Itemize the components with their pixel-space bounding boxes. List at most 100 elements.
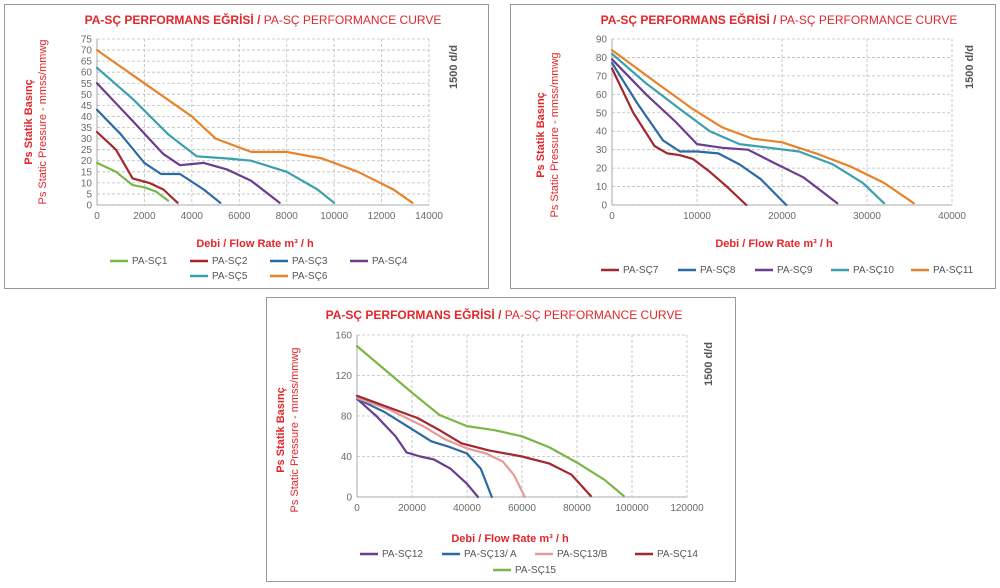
y-tick-label: 50 bbox=[81, 90, 93, 101]
speed-label: 1500 d/d bbox=[964, 45, 976, 89]
y-tick-label: 90 bbox=[596, 35, 608, 46]
y-axis-label: Ps Static Pressure - mmss/mmwg bbox=[549, 52, 561, 217]
series-line-2 bbox=[95, 130, 179, 204]
legend-label: PA-SÇ13/ A bbox=[464, 549, 517, 560]
y-tick-label: 40 bbox=[81, 112, 93, 123]
y-tick-label: 75 bbox=[81, 35, 93, 46]
series-line-5 bbox=[355, 345, 625, 498]
y-tick-label: 25 bbox=[81, 145, 93, 156]
series-line-3 bbox=[95, 108, 222, 204]
y-tick-label: 65 bbox=[81, 57, 93, 68]
x-tick-label: 40000 bbox=[938, 211, 966, 222]
chart-title: PA-SÇ PERFORMANS EĞRİSİ / PA-SÇ PERFORMA… bbox=[326, 307, 683, 322]
y-tick-label: 160 bbox=[335, 331, 352, 342]
y-tick-label: 30 bbox=[81, 134, 93, 145]
x-axis-label: Debi / Flow Rate m³ / h bbox=[451, 533, 569, 545]
y-tick-label: 30 bbox=[596, 145, 608, 156]
y-tick-label: 40 bbox=[596, 127, 608, 138]
y-tick-label: 0 bbox=[346, 493, 352, 504]
y-axis-label: Ps Static Pressure - mmss/mmwg bbox=[37, 39, 49, 204]
y-tick-label: 50 bbox=[596, 108, 608, 119]
legend-label: PA-SÇ11 bbox=[933, 265, 974, 276]
x-tick-label: 10000 bbox=[320, 211, 348, 222]
x-tick-label: 4000 bbox=[181, 211, 204, 222]
legend-label: PA-SÇ3 bbox=[292, 256, 328, 267]
chart-title-bold: PA-SÇ PERFORMANS EĞRİSİ / bbox=[326, 307, 505, 322]
chart-title-bold: PA-SÇ PERFORMANS EĞRİSİ / bbox=[601, 12, 780, 27]
series-line-5 bbox=[610, 49, 915, 205]
legend-label: PA-SÇ8 bbox=[700, 265, 736, 276]
series-line-1 bbox=[95, 161, 170, 202]
y-tick-label: 0 bbox=[601, 201, 607, 212]
y-axis-label-bold: Ps Statik Basınç bbox=[23, 79, 35, 165]
legend-label: PA-SÇ6 bbox=[292, 271, 328, 282]
speed-label: 1500 d/d bbox=[448, 45, 460, 89]
series-line-3 bbox=[355, 396, 526, 499]
y-tick-label: 80 bbox=[596, 53, 608, 64]
x-tick-label: 30000 bbox=[853, 211, 881, 222]
legend-label: PA-SÇ1 bbox=[132, 256, 168, 267]
y-tick-label: 5 bbox=[86, 189, 92, 200]
chart-title-bold: PA-SÇ PERFORMANS EĞRİSİ / bbox=[85, 12, 264, 27]
x-tick-label: 20000 bbox=[398, 503, 426, 514]
legend-label: PA-SÇ9 bbox=[777, 265, 813, 276]
y-tick-label: 10 bbox=[81, 178, 93, 189]
y-tick-label: 60 bbox=[81, 68, 93, 79]
x-tick-label: 120000 bbox=[670, 503, 704, 514]
legend-label: PA-SÇ10 bbox=[853, 265, 894, 276]
x-tick-label: 6000 bbox=[228, 211, 251, 222]
x-tick-label: 14000 bbox=[415, 211, 443, 222]
speed-label: 1500 d/d bbox=[703, 342, 715, 386]
legend-label: PA-SÇ12 bbox=[382, 549, 423, 560]
legend-label: PA-SÇ15 bbox=[515, 565, 556, 576]
y-tick-label: 20 bbox=[81, 156, 93, 167]
series-line-6 bbox=[95, 49, 414, 204]
chart-panel-2: PA-SÇ PERFORMANS EĞRİSİ / PA-SÇ PERFORMA… bbox=[510, 4, 996, 289]
y-tick-label: 0 bbox=[86, 201, 92, 212]
y-tick-label: 120 bbox=[335, 371, 352, 382]
y-axis-label-bold: Ps Statik Basınç bbox=[535, 92, 547, 178]
chart-panel-3: PA-SÇ PERFORMANS EĞRİSİ / PA-SÇ PERFORMA… bbox=[266, 297, 736, 582]
y-tick-label: 45 bbox=[81, 101, 93, 112]
series-line-2 bbox=[610, 61, 788, 207]
legend-label: PA-SÇ13/B bbox=[557, 549, 608, 560]
series-line-4 bbox=[95, 82, 281, 204]
series-line-4 bbox=[355, 394, 592, 498]
y-tick-label: 55 bbox=[81, 79, 93, 90]
y-tick-label: 40 bbox=[341, 452, 353, 463]
x-tick-label: 40000 bbox=[453, 503, 481, 514]
x-tick-label: 12000 bbox=[368, 211, 396, 222]
x-tick-label: 0 bbox=[609, 211, 615, 222]
legend-label: PA-SÇ2 bbox=[212, 256, 248, 267]
series-line-4 bbox=[610, 52, 886, 205]
chart-panel-1: PA-SÇ PERFORMANS EĞRİSİ / PA-SÇ PERFORMA… bbox=[4, 4, 489, 289]
legend-label: PA-SÇ7 bbox=[623, 265, 659, 276]
y-tick-label: 10 bbox=[596, 182, 608, 193]
x-axis-label: Debi / Flow Rate m³ / h bbox=[715, 238, 833, 250]
x-tick-label: 80000 bbox=[563, 503, 591, 514]
x-tick-label: 20000 bbox=[768, 211, 796, 222]
y-axis-label-bold: Ps Statik Basınç bbox=[275, 387, 287, 473]
y-tick-label: 35 bbox=[81, 123, 93, 134]
chart-title-light: PA-SÇ PERFORMANCE CURVE bbox=[780, 13, 958, 27]
chart-svg-2: PA-SÇ PERFORMANS EĞRİSİ / PA-SÇ PERFORMA… bbox=[535, 12, 976, 276]
chart-title: PA-SÇ PERFORMANS EĞRİSİ / PA-SÇ PERFORMA… bbox=[601, 12, 958, 27]
x-tick-label: 10000 bbox=[683, 211, 711, 222]
x-tick-label: 2000 bbox=[133, 211, 156, 222]
chart-title-light: PA-SÇ PERFORMANCE CURVE bbox=[505, 308, 683, 322]
y-tick-label: 60 bbox=[596, 90, 608, 101]
x-tick-label: 100000 bbox=[615, 503, 649, 514]
legend-label: PA-SÇ5 bbox=[212, 271, 248, 282]
series-line-2 bbox=[355, 397, 493, 499]
chart-title: PA-SÇ PERFORMANS EĞRİSİ / PA-SÇ PERFORMA… bbox=[85, 12, 442, 27]
x-tick-label: 0 bbox=[354, 503, 360, 514]
chart-title-light: PA-SÇ PERFORMANCE CURVE bbox=[264, 13, 442, 27]
y-tick-label: 20 bbox=[596, 164, 608, 175]
y-axis-label: Ps Static Pressure - mmss/mmwg bbox=[289, 347, 301, 512]
series-line-1 bbox=[355, 397, 480, 499]
x-tick-label: 0 bbox=[94, 211, 100, 222]
chart-svg-3: PA-SÇ PERFORMANS EĞRİSİ / PA-SÇ PERFORMA… bbox=[275, 307, 715, 576]
y-tick-label: 15 bbox=[81, 167, 93, 178]
legend-label: PA-SÇ4 bbox=[372, 256, 408, 267]
legend-label: PA-SÇ14 bbox=[657, 549, 698, 560]
